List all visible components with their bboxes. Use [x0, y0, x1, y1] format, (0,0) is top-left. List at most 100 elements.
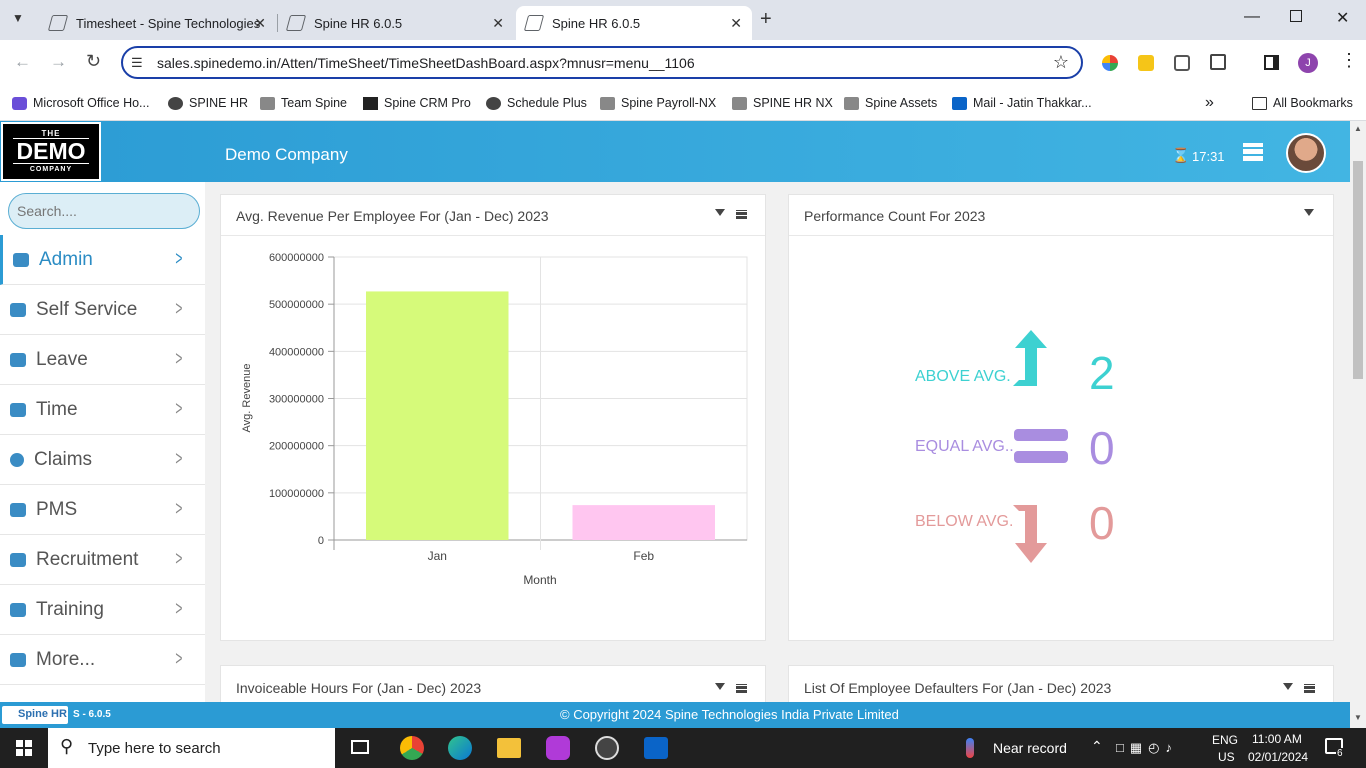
- bookmark-schedule[interactable]: Schedule Plus: [486, 92, 587, 114]
- sidebar-item-recruitment[interactable]: Recruitment >: [0, 535, 205, 585]
- side-panel-icon[interactable]: [1264, 55, 1279, 70]
- language-line2[interactable]: US: [1218, 750, 1235, 764]
- tab-timesheet[interactable]: Timesheet - Spine Technologies ✕: [40, 6, 276, 40]
- weather-text[interactable]: Near record: [993, 740, 1067, 756]
- chrome-taskbar-icon[interactable]: [400, 736, 424, 760]
- sidebar-item-claims[interactable]: Claims >: [0, 435, 205, 485]
- card-title: List Of Employee Defaulters For (Jan - D…: [804, 680, 1112, 696]
- sidebar-item-admin[interactable]: Admin >: [0, 235, 205, 285]
- close-window-icon[interactable]: ✕: [1336, 10, 1350, 27]
- y-tick-label: 0: [318, 535, 324, 547]
- clock-time[interactable]: 11:00 AM: [1252, 732, 1302, 746]
- chevron-right-icon: >: [175, 298, 183, 320]
- extension-icon-3[interactable]: [1174, 55, 1190, 71]
- bookmark-office[interactable]: Microsoft Office Ho...: [12, 92, 149, 114]
- close-tab-icon[interactable]: ✕: [730, 14, 742, 31]
- tray-icons[interactable]: □▦◴♪: [1116, 740, 1178, 755]
- sidebar-item-self-service[interactable]: Self Service >: [0, 285, 205, 335]
- bookmark-team-spine[interactable]: Team Spine: [260, 92, 347, 114]
- below-avg-label: BELOW AVG.: [915, 513, 1014, 530]
- file-explorer-icon[interactable]: [497, 738, 521, 758]
- forward-icon[interactable]: →: [50, 52, 67, 71]
- extension-icon-1[interactable]: [1102, 55, 1118, 71]
- grid-menu-icon[interactable]: [1304, 684, 1315, 693]
- sidebar-item-time[interactable]: Time >: [0, 385, 205, 435]
- spine-icon: [844, 96, 859, 110]
- minimize-icon[interactable]: —: [1244, 8, 1260, 25]
- outlook-taskbar-icon[interactable]: [644, 737, 668, 759]
- bar-feb[interactable]: [572, 505, 715, 540]
- wps-taskbar-icon[interactable]: [546, 736, 570, 760]
- bookmark-spine-hr[interactable]: SPINE HR: [168, 92, 248, 114]
- profile-avatar[interactable]: J: [1298, 53, 1318, 73]
- search-input[interactable]: [8, 193, 200, 229]
- grid-menu-icon[interactable]: [736, 210, 747, 219]
- browser-tab-strip: ▼ Timesheet - Spine Technologies ✕ Spine…: [0, 0, 1366, 40]
- tray-chevron-icon[interactable]: ⌃: [1091, 738, 1103, 754]
- revenue-bar-chart: 0 100000000 200000000 300000000 400000000 500…: [241, 252, 748, 587]
- nav-label: Admin: [39, 248, 93, 270]
- clock-date[interactable]: 02/01/2024: [1248, 750, 1309, 764]
- tab-search-icon[interactable]: ▼: [12, 11, 24, 25]
- logo-top-text: THE: [41, 129, 61, 138]
- new-tab-icon[interactable]: +: [760, 8, 772, 30]
- bookmark-mail[interactable]: Mail - Jatin Thakkar...: [952, 92, 1092, 114]
- bookmark-label: Microsoft Office Ho...: [33, 96, 150, 110]
- filter-icon[interactable]: [715, 209, 725, 216]
- app-footer: Spine HR S - 6.0.5 © Copyright 2024 Spin…: [0, 702, 1350, 728]
- restore-icon[interactable]: [1290, 10, 1302, 22]
- globe-icon: [168, 96, 183, 110]
- company-name: Demo Company: [225, 145, 348, 164]
- sidebar-item-more[interactable]: More... >: [0, 635, 205, 685]
- tab-spinehr-active[interactable]: Spine HR 6.0.5 ✕: [516, 6, 752, 40]
- grid-menu-icon[interactable]: [736, 684, 747, 693]
- tab-spinehr-1[interactable]: Spine HR 6.0.5 ✕: [278, 6, 514, 40]
- bookmark-payroll[interactable]: Spine Payroll-NX: [600, 92, 716, 114]
- sidebar-item-leave[interactable]: Leave >: [0, 335, 205, 385]
- reload-icon[interactable]: ↻: [86, 51, 102, 71]
- nav-label: Training: [36, 598, 104, 620]
- globe-icon: [486, 96, 501, 110]
- notification-icon[interactable]: [1325, 738, 1343, 754]
- scroll-up-icon[interactable]: ▲: [1354, 124, 1362, 133]
- url-text[interactable]: sales.spinedemo.in/Atten/TimeSheet/TimeS…: [157, 55, 695, 71]
- above-avg-count: 2: [1089, 347, 1115, 399]
- scroll-down-icon[interactable]: ▼: [1354, 713, 1362, 722]
- site-info-icon[interactable]: ☰: [131, 55, 143, 70]
- card-title: Performance Count For 2023: [804, 208, 986, 224]
- extensions-puzzle-icon[interactable]: [1210, 54, 1226, 70]
- language-line1[interactable]: ENG: [1212, 733, 1239, 747]
- windows-start-icon[interactable]: [16, 740, 32, 756]
- bookmark-spine-hr-nx[interactable]: SPINE HR NX: [732, 92, 833, 114]
- bar-jan[interactable]: [366, 291, 509, 540]
- filter-icon[interactable]: [1304, 209, 1314, 216]
- taskbar-search[interactable]: ⚲ Type here to search: [48, 728, 335, 768]
- close-tab-icon[interactable]: ✕: [492, 14, 504, 31]
- chevron-right-icon: >: [175, 448, 183, 470]
- edge-taskbar-icon[interactable]: [448, 736, 472, 760]
- browser-menu-icon[interactable]: ⋮: [1340, 50, 1358, 70]
- apps-grid-icon[interactable]: [1243, 143, 1263, 161]
- home-icon: [10, 302, 26, 317]
- footer-version: S - 6.0.5: [73, 709, 111, 720]
- address-bar[interactable]: ☰ sales.spinedemo.in/Atten/TimeSheet/Tim…: [121, 46, 1083, 79]
- bookmark-assets[interactable]: Spine Assets: [844, 92, 937, 114]
- extension-icon-2[interactable]: [1138, 55, 1154, 71]
- page-scrollbar[interactable]: ▲ ▼: [1350, 121, 1366, 728]
- filter-icon[interactable]: [715, 683, 725, 690]
- all-bookmarks[interactable]: All Bookmarks: [1252, 92, 1353, 114]
- more-bookmarks-icon[interactable]: »: [1205, 94, 1214, 111]
- obs-taskbar-icon[interactable]: [595, 736, 619, 760]
- close-tab-icon[interactable]: ✕: [254, 14, 266, 31]
- x-tick-label: Feb: [633, 549, 654, 563]
- filter-icon[interactable]: [1283, 683, 1293, 690]
- scrollbar-thumb[interactable]: [1353, 161, 1363, 379]
- bookmark-crm[interactable]: Spine CRM Pro: [363, 92, 471, 114]
- user-avatar[interactable]: [1286, 133, 1326, 173]
- sidebar-item-pms[interactable]: PMS >: [0, 485, 205, 535]
- bookmark-star-icon[interactable]: ☆: [1052, 52, 1069, 72]
- task-view-icon[interactable]: [351, 740, 369, 754]
- sidebar-item-training[interactable]: Training >: [0, 585, 205, 635]
- back-icon[interactable]: ←: [14, 52, 31, 71]
- company-logo[interactable]: THE DEMO COMPANY: [1, 122, 101, 181]
